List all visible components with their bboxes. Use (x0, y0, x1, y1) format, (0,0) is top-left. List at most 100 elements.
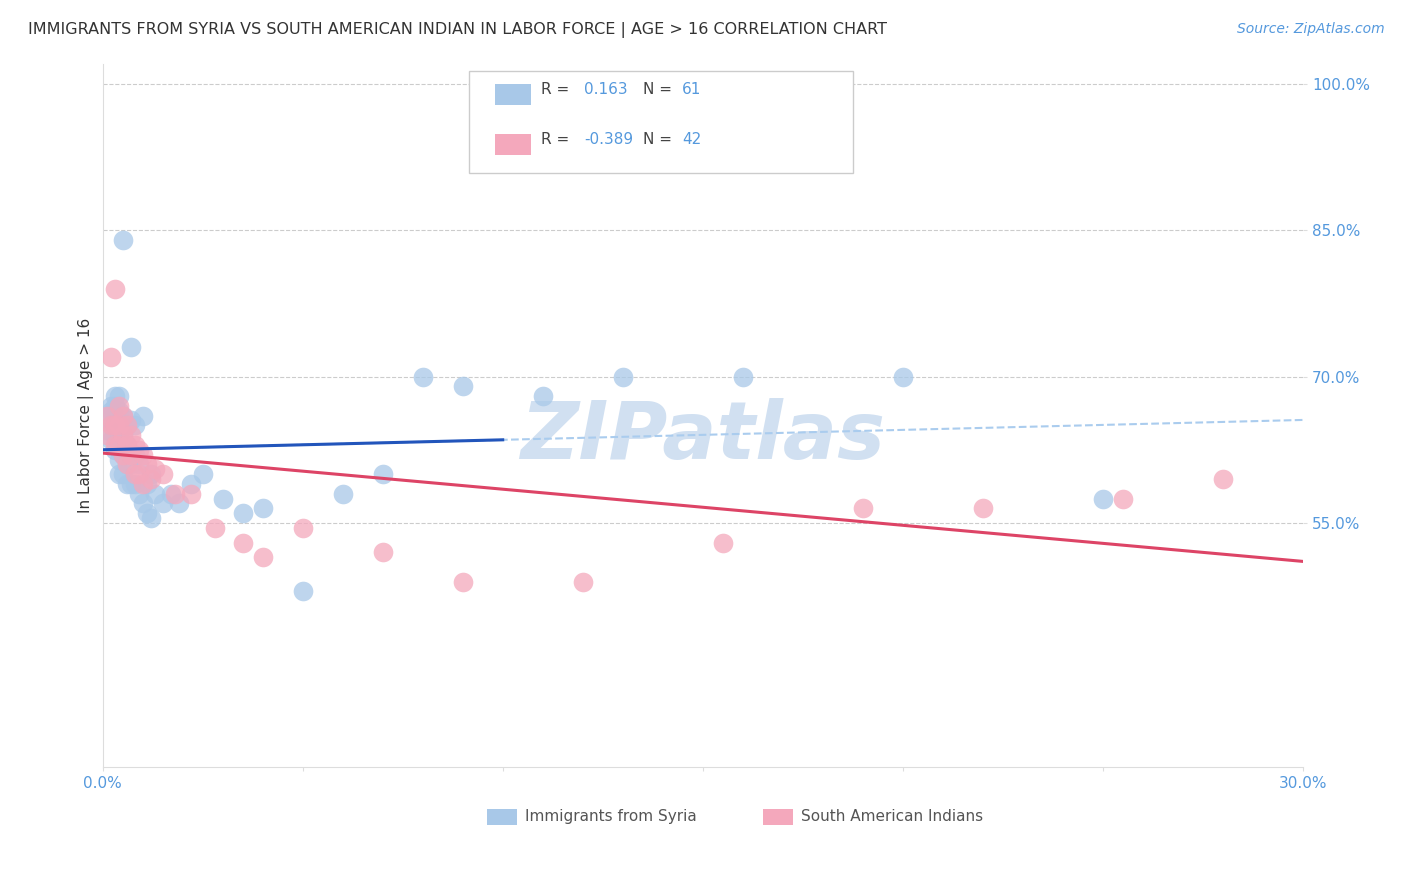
Point (96, 423, 118, 437)
Point (135, 458, 157, 472)
Point (100, 350, 122, 364)
Point (104, 389, 127, 403)
Point (291, 521, 314, 535)
Point (204, 521, 226, 535)
Point (100, 418, 122, 433)
FancyBboxPatch shape (486, 809, 516, 825)
Text: N =: N = (643, 82, 672, 97)
Point (111, 428, 134, 442)
Point (111, 448, 134, 462)
Point (107, 433, 129, 447)
Point (128, 487, 150, 501)
Point (100, 399, 122, 413)
Point (104, 428, 127, 442)
Point (139, 472, 162, 486)
Point (571, 574, 593, 589)
Point (96, 409, 118, 423)
Point (100, 403, 122, 417)
Point (107, 418, 129, 433)
Point (152, 496, 174, 510)
Point (180, 487, 202, 501)
Y-axis label: In Labor Force | Age > 16: In Labor Force | Age > 16 (79, 318, 94, 513)
Point (731, 369, 754, 384)
Point (120, 477, 142, 491)
Point (104, 409, 127, 423)
Point (115, 438, 138, 452)
Point (232, 535, 254, 549)
Point (1091, 491, 1114, 506)
Point (252, 501, 274, 516)
Text: 0.163: 0.163 (583, 82, 627, 97)
Point (167, 496, 190, 510)
Text: IMMIGRANTS FROM SYRIA VS SOUTH AMERICAN INDIAN IN LABOR FORCE | AGE > 16 CORRELA: IMMIGRANTS FROM SYRIA VS SOUTH AMERICAN … (28, 22, 887, 38)
Point (131, 409, 153, 423)
Point (139, 467, 162, 482)
Point (107, 399, 129, 413)
Point (115, 438, 138, 452)
Point (612, 369, 634, 384)
Point (115, 458, 138, 472)
Point (120, 458, 142, 472)
Point (124, 477, 146, 491)
Point (120, 340, 142, 354)
Point (128, 467, 150, 482)
FancyBboxPatch shape (763, 809, 793, 825)
Point (111, 409, 134, 423)
Point (891, 369, 914, 384)
Point (107, 438, 129, 452)
Point (852, 501, 875, 516)
Point (111, 467, 134, 482)
Point (96, 428, 118, 442)
Point (143, 462, 166, 476)
Text: R =: R = (541, 133, 569, 147)
Text: Immigrants from Syria: Immigrants from Syria (524, 809, 697, 824)
Point (159, 487, 181, 501)
FancyBboxPatch shape (495, 84, 531, 105)
Point (371, 467, 394, 482)
Point (115, 418, 138, 433)
Point (232, 506, 254, 520)
Point (120, 413, 142, 427)
Point (128, 458, 150, 472)
Point (100, 433, 122, 447)
Point (128, 442, 150, 457)
Point (124, 467, 146, 482)
Point (131, 448, 153, 462)
Point (104, 418, 127, 433)
Point (131, 477, 153, 491)
Point (131, 496, 153, 510)
Point (135, 506, 157, 520)
Point (1212, 472, 1234, 486)
Point (332, 487, 354, 501)
Point (124, 438, 146, 452)
Point (211, 491, 233, 506)
Point (107, 389, 129, 403)
Point (107, 403, 129, 417)
Point (252, 550, 274, 565)
Text: ZIPatlas: ZIPatlas (520, 398, 886, 475)
Point (143, 487, 166, 501)
Point (371, 545, 394, 559)
Point (100, 418, 122, 433)
Point (191, 467, 214, 482)
Point (104, 442, 127, 457)
Point (711, 535, 734, 549)
Text: R =: R = (541, 82, 569, 97)
Point (104, 399, 127, 413)
Point (104, 438, 127, 452)
Point (115, 458, 138, 472)
FancyBboxPatch shape (468, 71, 853, 173)
Text: Source: ZipAtlas.com: Source: ZipAtlas.com (1237, 22, 1385, 37)
Point (163, 487, 186, 501)
Point (111, 448, 134, 462)
Point (104, 418, 127, 433)
Point (972, 501, 994, 516)
Point (124, 418, 146, 433)
Point (412, 369, 434, 384)
Point (107, 452, 129, 467)
Point (115, 477, 138, 491)
FancyBboxPatch shape (495, 135, 531, 155)
Point (152, 467, 174, 482)
Point (111, 428, 134, 442)
Point (107, 418, 129, 433)
